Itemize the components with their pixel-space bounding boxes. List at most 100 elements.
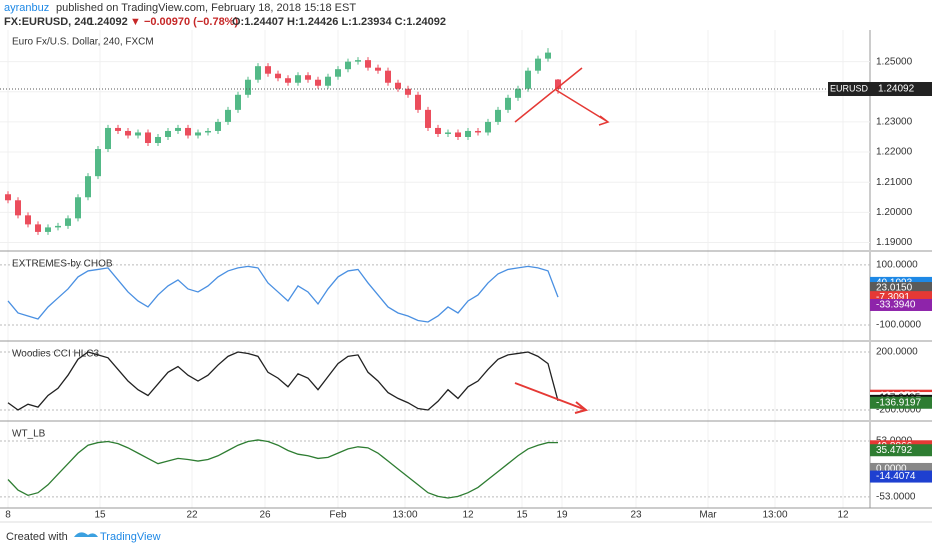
annotations: [514, 67, 610, 414]
candle-body: [245, 79, 251, 95]
x-tick-label: 8: [5, 510, 11, 521]
candle-body: [105, 127, 111, 150]
x-tick-label: 13:00: [392, 510, 417, 521]
arrow: [514, 67, 610, 126]
logo: [74, 532, 98, 537]
value-tag: [870, 444, 932, 457]
candle-body: [15, 200, 21, 216]
candle-body: [235, 94, 241, 110]
y-tick-label: 1.23000: [876, 117, 913, 128]
x-tick-label: 22: [186, 510, 198, 521]
value-tag-label: 23.0150: [876, 283, 913, 294]
candle-body: [525, 70, 531, 89]
candle-body: [135, 132, 141, 136]
value-tag: [870, 298, 932, 311]
footer-brand: TradingView: [100, 531, 161, 543]
candle-body: [315, 79, 321, 86]
candle-body: [495, 109, 501, 122]
candle-body: [345, 61, 351, 70]
candle-body: [485, 121, 491, 133]
candle-body: [355, 60, 361, 62]
candle-body: [285, 78, 291, 83]
candle-body: [145, 132, 151, 144]
candle-body: [275, 73, 281, 79]
last: 1.24092: [88, 16, 128, 28]
x-tick-label: Mar: [699, 510, 717, 521]
value-tag-label: -7.3091: [876, 292, 910, 303]
ohlc: O:1.24407 H:1.24426 L:1.23934 C:1.24092: [232, 16, 446, 28]
y-tick-label: 1.25000: [876, 56, 913, 67]
candle-body: [455, 132, 461, 137]
price-axis-tag: [870, 82, 932, 97]
pane-title: Euro Fx/U.S. Dollar, 240, FXCM: [12, 37, 154, 48]
candle-body: [225, 109, 231, 122]
indicator-line: [7, 351, 559, 411]
published: published on TradingView.com, February 1…: [56, 2, 356, 14]
candle-body: [465, 130, 471, 137]
footer-text: Created with: [6, 531, 68, 543]
candle-body: [85, 176, 91, 198]
candle-body: [205, 130, 211, 133]
y-tick-label: 1.20000: [876, 207, 913, 218]
y-tick-label: -53.0000: [876, 492, 916, 503]
y-tick-label: 200.0000: [876, 347, 918, 358]
price-tag-label: EURUSD: [830, 83, 869, 93]
x-tick-label: 13:00: [762, 510, 787, 521]
candle-body: [305, 75, 311, 80]
candle-body: [185, 127, 191, 136]
y-tick-label: 100.0000: [876, 260, 918, 271]
candle-body: [5, 194, 11, 201]
x-tick-label: 23: [630, 510, 642, 521]
candle-body: [475, 130, 481, 133]
indicator-line: [7, 265, 559, 323]
value-tag-label: -136.9197: [876, 397, 921, 408]
candle-body: [125, 130, 131, 136]
value-tag-label: -14.4074: [876, 471, 916, 482]
candle-body: [425, 109, 431, 128]
candle-body: [295, 75, 301, 83]
y-tick-label: 1.19000: [876, 237, 913, 248]
candle-body: [165, 130, 171, 137]
candle-body: [515, 88, 521, 98]
y-tick-label: 1.21000: [876, 177, 913, 188]
candle-body: [255, 66, 261, 80]
candle-body: [365, 60, 371, 68]
candle-body: [415, 94, 421, 110]
change: ▼ −0.00970 (−0.78%): [130, 16, 238, 28]
y-tick-label: -200.0000: [876, 405, 921, 416]
candle-body: [325, 76, 331, 86]
pane-title: WT_LB: [12, 429, 46, 440]
price-tag: [828, 82, 870, 97]
value-tag-label: 0.0000: [876, 464, 907, 475]
publisher: ayranbuz: [4, 2, 49, 14]
candle-body: [95, 149, 101, 177]
pane-title: Woodies CCI HLC3: [12, 349, 100, 360]
candle-body: [545, 52, 551, 59]
candle-body: [195, 132, 201, 136]
y-tick-label: -100.0000: [876, 320, 921, 331]
candle-body: [155, 136, 161, 144]
symbol: FX:EURUSD, 240: [4, 16, 93, 28]
candle-body: [555, 79, 561, 90]
candle-body: [535, 58, 541, 71]
x-tick-label: Feb: [329, 510, 347, 521]
candle-body: [115, 127, 121, 131]
candle-body: [385, 70, 391, 83]
candle-body: [335, 69, 341, 77]
value-tag-label: -33.3940: [876, 300, 916, 311]
value-tag: [870, 396, 932, 409]
chart-area: 8 15 22 26 Feb 13:00 12 15 19 23 Mar 13:00 12 1.19000…: [0, 30, 932, 521]
candle-body: [445, 132, 451, 134]
price-axis-label: 1.24092: [878, 84, 915, 95]
candle-body: [405, 88, 411, 95]
candle-body: [375, 67, 381, 71]
x-tick-label: 19: [556, 510, 568, 521]
candle-body: [265, 66, 271, 74]
value-tag: [870, 282, 932, 295]
candle-body: [75, 197, 81, 219]
candle-body: [25, 215, 31, 225]
value-tag: [870, 470, 932, 483]
candle-body: [65, 218, 71, 226]
